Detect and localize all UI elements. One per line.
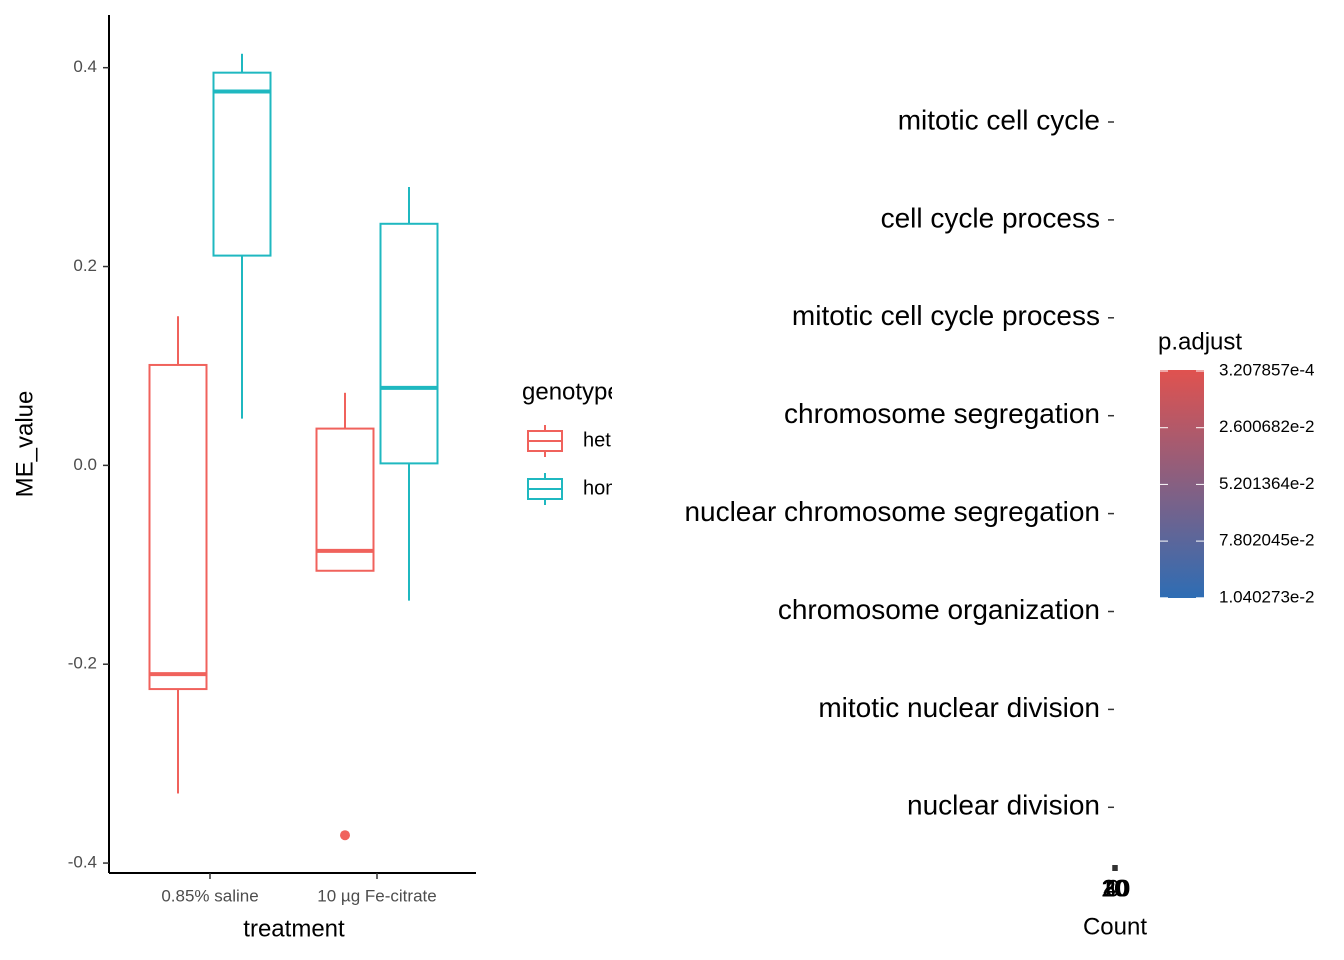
- x-axis-title: Count: [1083, 913, 1147, 940]
- y-tick-label: -0.2: [68, 654, 97, 673]
- colorbar-label: 1.040273e-2: [1219, 587, 1314, 606]
- y-tick-label: 0.4: [73, 57, 97, 76]
- y-tick-label: 0.2: [73, 256, 97, 275]
- x-tick-label: 10 µg Fe-citrate: [317, 886, 436, 905]
- outlier: [340, 830, 350, 841]
- y-tick-label: cell cycle process: [881, 202, 1100, 233]
- y-axis-title: ME_value: [11, 391, 38, 498]
- y-tick-label: nuclear division: [907, 790, 1100, 821]
- x-tick-label: 20: [1102, 875, 1129, 902]
- legend-label: het: [583, 429, 611, 451]
- legend-label: hom: [583, 477, 622, 499]
- y-tick-label: 0.0: [73, 455, 97, 474]
- legend: genotype het hom: [522, 378, 622, 505]
- box: [148, 363, 208, 691]
- box: [379, 222, 439, 465]
- x-tick-label: 0.85% saline: [161, 886, 258, 905]
- colorbar-title: p.adjust: [1158, 328, 1242, 355]
- x-tick-label: 10: [1101, 875, 1128, 902]
- y-tick-label: mitotic cell cycle process: [792, 300, 1100, 331]
- colorbar-label: 2.600682e-2: [1219, 417, 1314, 436]
- colorbar-label: 3.207857e-4: [1219, 360, 1314, 379]
- x-tick-label: 30: [1103, 875, 1130, 902]
- colorbar-label: 5.201364e-2: [1219, 474, 1314, 493]
- y-tick-label: mitotic cell cycle: [898, 104, 1100, 135]
- y-tick-label: -0.4: [68, 853, 97, 872]
- box: [212, 71, 272, 257]
- box: [315, 427, 375, 572]
- x-tick-label: 0: [1106, 875, 1119, 902]
- colorbar-label: 7.802045e-2: [1219, 531, 1314, 550]
- y-tick-label: nuclear chromosome segregation: [684, 496, 1100, 527]
- y-tick-label: chromosome organization: [778, 594, 1100, 625]
- y-tick-label: mitotic nuclear division: [818, 692, 1100, 723]
- legend-title: genotype: [522, 378, 621, 405]
- x-axis-title: treatment: [243, 915, 345, 942]
- y-tick-label: chromosome segregation: [784, 398, 1100, 429]
- x-tick-label: 40: [1104, 875, 1131, 902]
